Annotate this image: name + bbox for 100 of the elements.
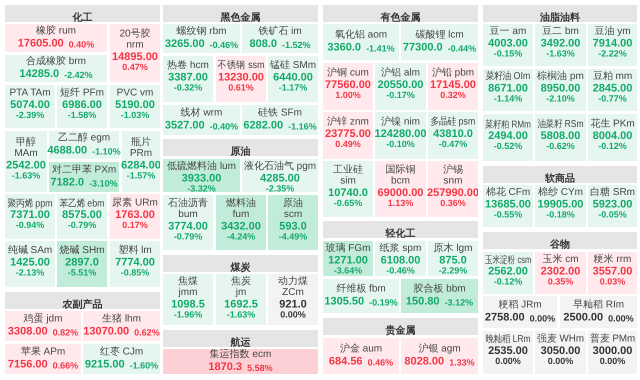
category-label: 苹果 APm: [20, 346, 66, 358]
data-label: 6986.00: [62, 99, 102, 111]
category-label: 塑料 lm: [118, 244, 152, 256]
category-label: 菜籽粕 RMm: [485, 118, 531, 130]
data-label: 3387.00: [168, 72, 208, 84]
data-label: 7182.0: [50, 176, 84, 188]
data-label: -0.40%: [210, 122, 238, 132]
data-label: 0.36%: [440, 198, 466, 208]
category-label: 棉纱 CYm: [538, 186, 583, 198]
data-label: -3.32%: [187, 184, 216, 194]
data-label: 3265.00: [164, 38, 205, 50]
category-label: 胶合板 bbm: [413, 282, 466, 294]
data-label: 5808.00: [540, 130, 580, 142]
category-label: 锰硅 SMm: [269, 58, 316, 72]
data-label: -3.64%: [334, 266, 362, 276]
data-label: 1763.00: [115, 209, 155, 221]
category-label: 鸡蛋 jdm: [22, 312, 62, 324]
category-label: 粳稻 JRm: [498, 300, 542, 310]
data-label: 5.58%: [247, 363, 273, 373]
data-label: 0.47%: [122, 62, 148, 72]
data-label: -1.63%: [226, 310, 256, 320]
category-label: 沪铅 pbm: [432, 66, 474, 78]
data-label: -1.60%: [130, 360, 158, 370]
data-label: 0.82%: [52, 328, 78, 338]
category-label: 豆一 am: [490, 26, 526, 37]
data-label: 5923.00: [592, 198, 632, 210]
data-label: -1.16%: [288, 122, 317, 132]
category-label: 棉花 CFm: [486, 186, 530, 198]
data-label: 3432.00: [221, 220, 261, 232]
category-label: 不锈钢 ssm: [217, 60, 265, 72]
data-label: 808.0: [249, 38, 278, 50]
category-label: 棕榈油 pm: [537, 70, 584, 82]
data-label: 1305.50: [324, 296, 364, 308]
data-label: 6108.00: [380, 254, 420, 266]
category-label: 沪镍 nim: [381, 116, 420, 128]
data-label: -4.24%: [226, 232, 256, 242]
category-label: 生猪 lhm: [102, 312, 141, 324]
text: 黑色金属: [220, 12, 260, 24]
category-label: 玻璃 FGm: [326, 242, 370, 254]
category-label: 燃料油 fum: [226, 197, 256, 220]
data-label: 14895.00: [112, 51, 158, 63]
data-label: -0.46%: [386, 266, 415, 276]
data-label: -0.44%: [448, 44, 476, 54]
data-label: -0.05%: [598, 210, 627, 220]
category-label: PTA TAm: [9, 88, 51, 98]
data-label: 0.00%: [608, 314, 634, 324]
data-label: 19905.00: [538, 198, 584, 210]
category-label: 瓶片 PRm: [130, 136, 152, 159]
category-label: 豆二 bm: [542, 26, 579, 37]
category-label: 石油沥青 bum: [168, 197, 208, 220]
category-label: 沪金 aum: [340, 342, 382, 354]
category-label: 液化石油气 pgm: [244, 160, 316, 172]
data-label: -1.41%: [366, 44, 395, 54]
data-label: 0.17%: [122, 220, 148, 230]
data-label: 8671.00: [488, 82, 528, 94]
category-label: 多晶硅 psm: [430, 116, 476, 128]
data-label: -3.10%: [89, 178, 118, 188]
data-label: 2542.00: [6, 160, 46, 172]
data-label: -1.58%: [68, 110, 96, 120]
category-label: 螺纹钢 rbm: [176, 25, 226, 37]
data-label: -1.14%: [494, 94, 522, 104]
data-label: 0.46%: [368, 358, 394, 368]
text: 软商品: [544, 172, 575, 184]
text: 有色金属: [380, 12, 420, 24]
data-label: 2302.00: [540, 266, 580, 278]
category-label: 豆油 ym: [594, 25, 631, 37]
data-label: -0.10%: [386, 139, 415, 149]
data-label: 7371.00: [10, 209, 50, 221]
data-label: 10740.0: [328, 187, 368, 199]
data-label: -0.79%: [68, 220, 96, 230]
data-label: 124280.00: [374, 128, 426, 140]
category-label: 国际铜 bcm: [386, 164, 416, 186]
data-label: -1.03%: [120, 110, 150, 120]
data-label: 1098.5: [171, 298, 205, 310]
data-label: 3774.00: [168, 220, 208, 232]
data-label: -2.29%: [438, 266, 468, 276]
data-label: -0.32%: [174, 82, 202, 92]
category-label: 短纤 PFm: [60, 86, 104, 98]
data-label: 13230.00: [218, 72, 264, 84]
data-label: 2845.00: [592, 82, 632, 94]
data-label: -2.42%: [64, 70, 93, 80]
data-label: -1.17%: [278, 82, 308, 92]
data-label: -1.57%: [126, 170, 156, 180]
category-label: 碳酸锂 lcm: [414, 28, 464, 40]
data-label: 7156.00: [8, 358, 48, 370]
data-label: 13070.00: [83, 326, 130, 338]
data-label: 5190.00: [115, 99, 155, 111]
text: 轻化工: [384, 228, 416, 240]
category-label: 尿素 URm: [112, 196, 158, 208]
data-label: -1.96%: [174, 310, 202, 320]
category-label: 沪锌 znm: [327, 116, 369, 128]
category-label: 强麦 WHm: [536, 332, 584, 345]
category-label: 沪银 agm: [418, 342, 461, 354]
data-label: 3557.00: [592, 266, 632, 278]
data-label: -0.77%: [598, 94, 627, 104]
data-label: 3360.0: [327, 42, 362, 54]
data-label: -5.51%: [68, 268, 96, 278]
text: 谷物: [549, 238, 570, 250]
category-label: 纤维板 fbm: [336, 282, 386, 294]
category-label: 线材 wrm: [180, 106, 222, 118]
